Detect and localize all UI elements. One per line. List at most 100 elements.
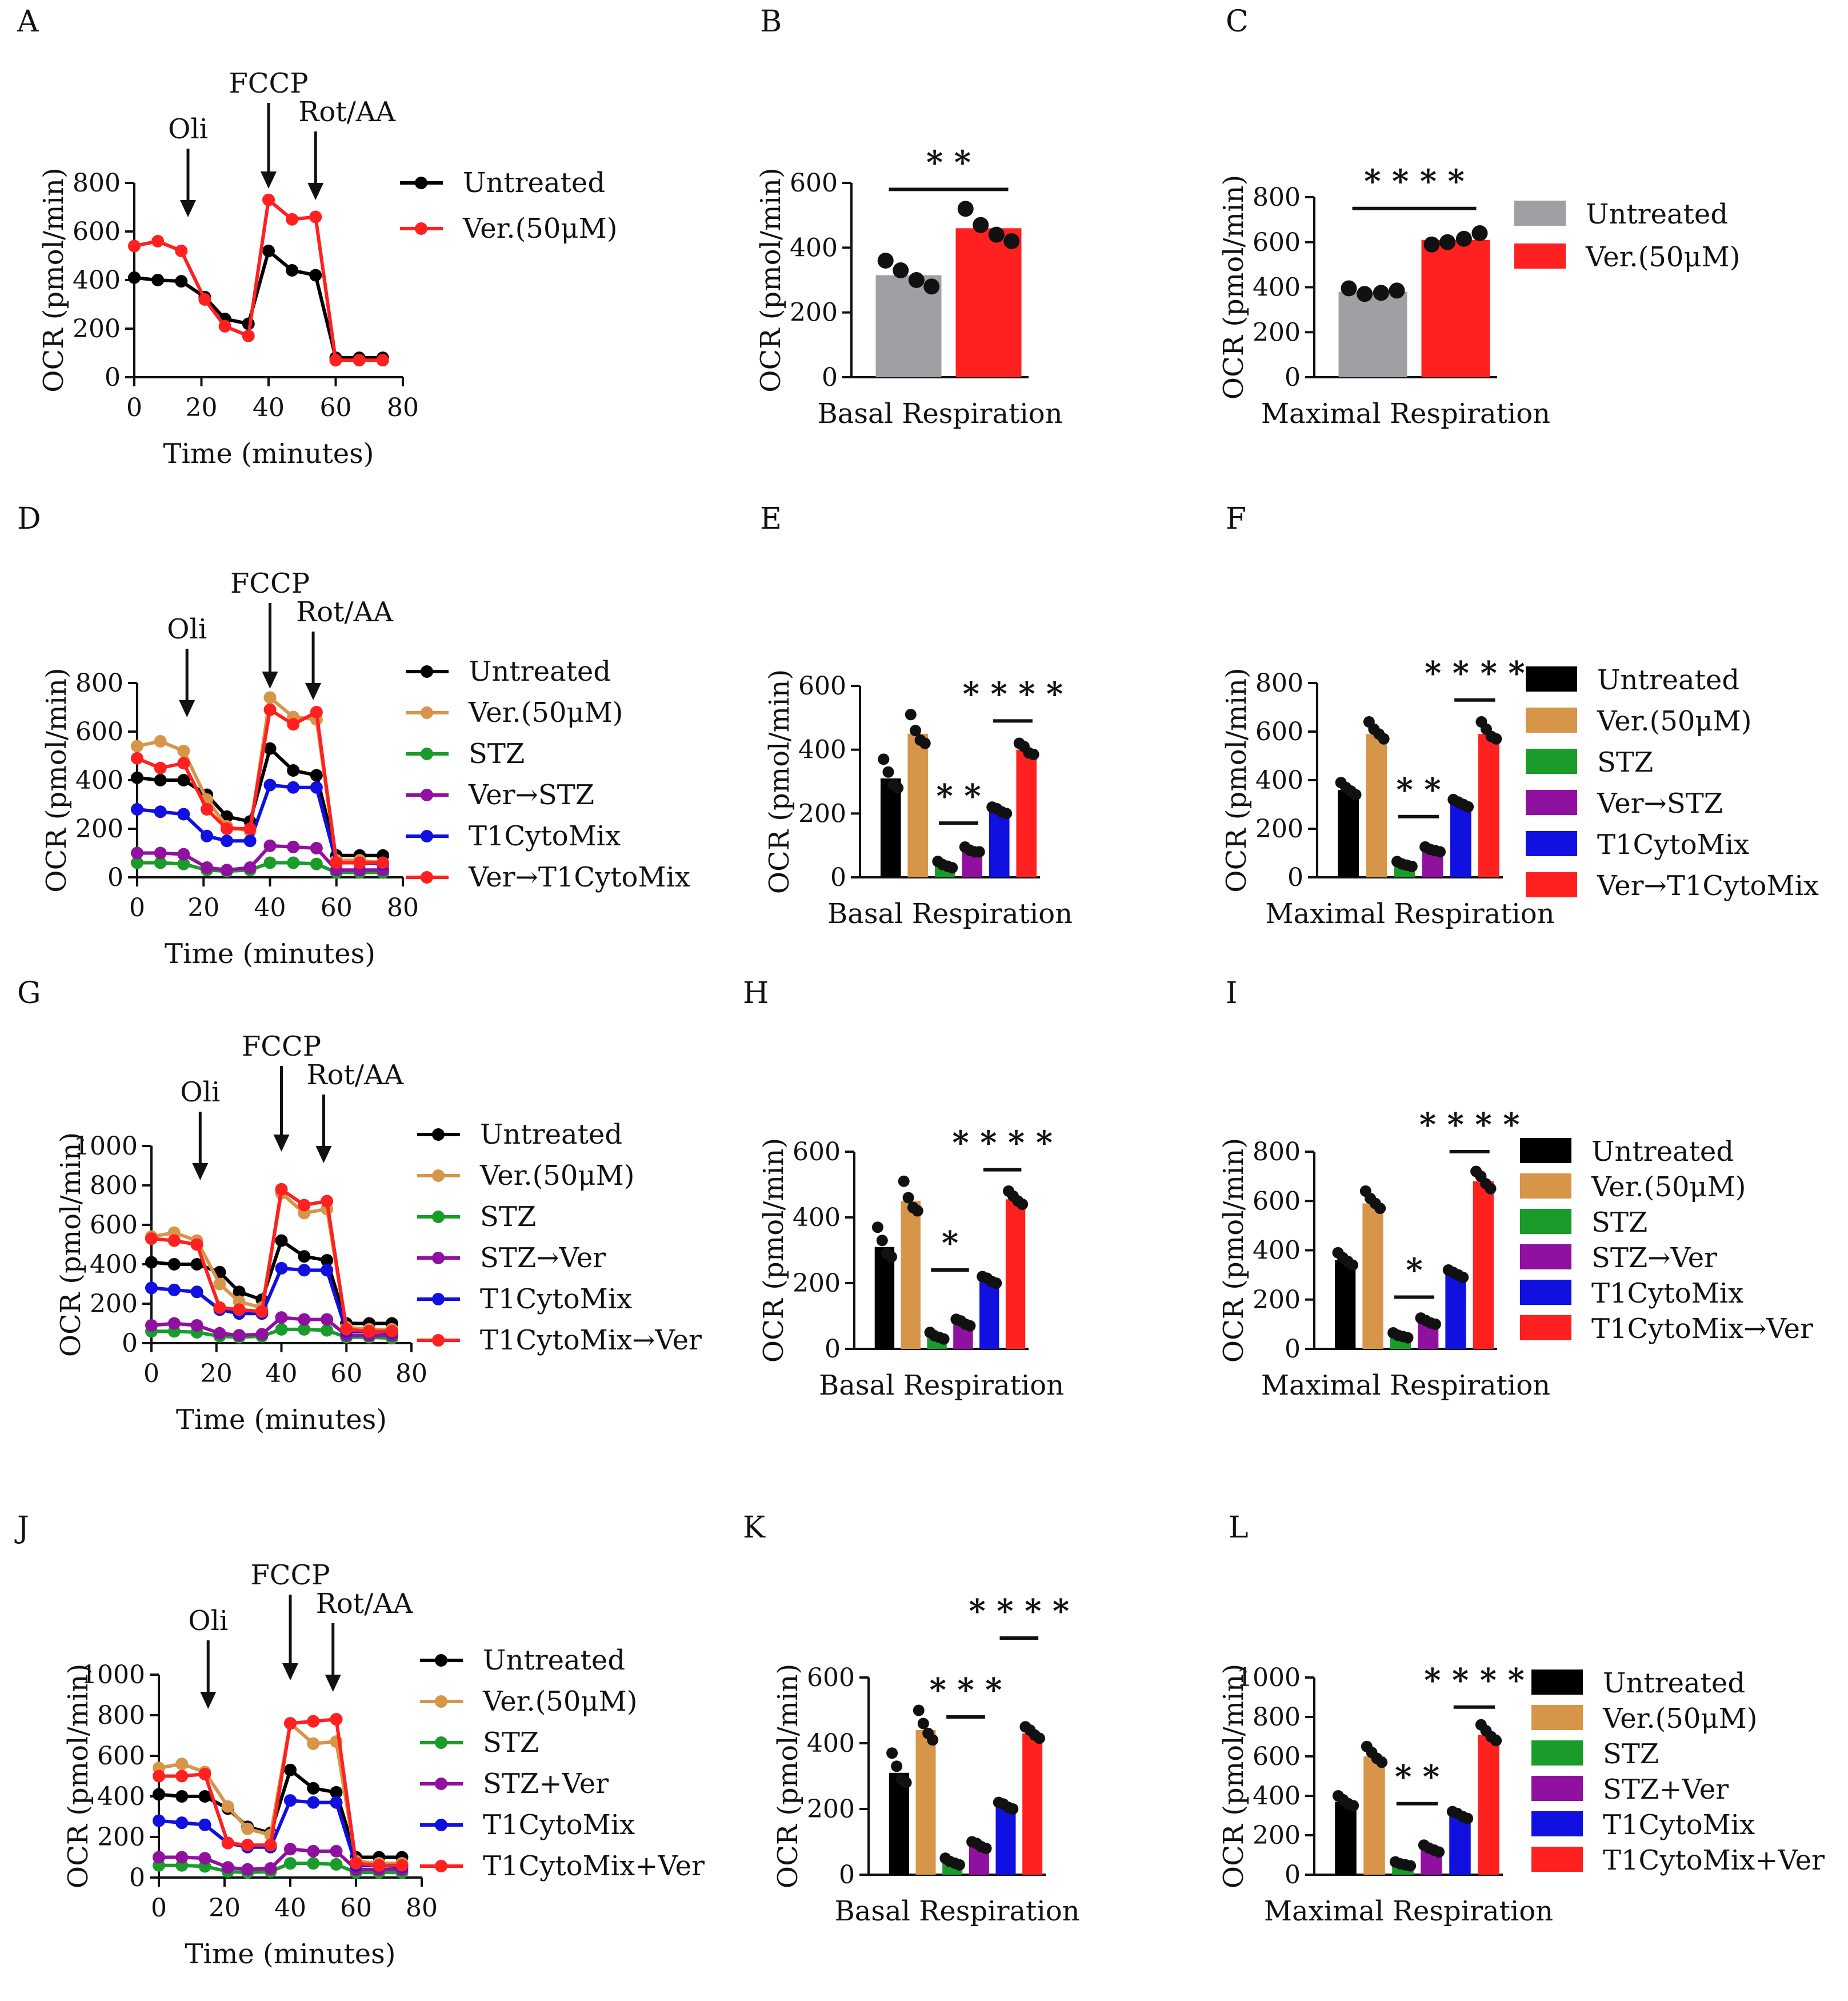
data-point xyxy=(321,1195,334,1208)
replicate-dot xyxy=(1406,860,1418,872)
legend-swatch xyxy=(1526,666,1577,692)
x-tick-label: 60 xyxy=(330,1359,362,1388)
treatment-label: FCCP xyxy=(250,1559,330,1591)
data-point xyxy=(275,1183,288,1196)
replicate-dot xyxy=(1003,233,1020,249)
data-point xyxy=(131,752,143,765)
y-tick-label: 200 xyxy=(793,1269,841,1298)
legend-swatch-dot xyxy=(421,830,433,842)
x-tick-label: 40 xyxy=(266,1359,298,1388)
y-tick-label: 600 xyxy=(73,217,121,246)
data-point xyxy=(263,703,277,716)
y-axis-label: OCR (pmol/min) xyxy=(763,669,795,894)
legend-swatch-dot xyxy=(432,1128,445,1141)
replicate-dot xyxy=(957,201,974,217)
treatment-arrowhead xyxy=(273,1135,290,1152)
y-tick-label: 1000 xyxy=(1237,1663,1301,1692)
x-tick-label: 20 xyxy=(201,1359,233,1388)
replicate-dot xyxy=(893,262,909,278)
y-tick-label: 800 xyxy=(73,169,121,198)
y-axis-label: OCR (pmol/min) xyxy=(38,167,70,392)
legend-swatch xyxy=(1531,1740,1583,1766)
data-point xyxy=(310,857,323,870)
data-point xyxy=(220,864,233,877)
x-axis-label: Basal Respiration xyxy=(817,398,1062,430)
bar xyxy=(979,1280,999,1349)
data-point xyxy=(131,771,143,784)
legend-swatch xyxy=(1526,749,1577,774)
bar xyxy=(1449,1815,1471,1875)
bar xyxy=(1362,1203,1383,1349)
treatment-label: FCCP xyxy=(230,568,310,600)
data-point xyxy=(373,1859,386,1872)
data-point xyxy=(175,1758,189,1771)
y-tick-label: 600 xyxy=(793,1137,841,1167)
replicate-dot xyxy=(973,846,985,858)
data-point xyxy=(263,691,277,704)
significance-label: * xyxy=(1406,1251,1422,1289)
data-point xyxy=(310,842,323,854)
data-point xyxy=(298,1199,311,1212)
data-point xyxy=(175,275,188,288)
replicate-dot xyxy=(1405,1860,1417,1872)
treatment-arrowhead xyxy=(192,1163,209,1180)
y-tick-label: 0 xyxy=(825,1335,841,1364)
data-point xyxy=(213,1327,226,1340)
data-point xyxy=(307,1715,320,1728)
data-point xyxy=(175,1851,189,1864)
data-point xyxy=(201,803,214,816)
y-tick-label: 800 xyxy=(1253,1137,1301,1167)
legend-swatch xyxy=(1531,1705,1583,1730)
legend-label: Ver.(50μM) xyxy=(462,213,617,245)
bar xyxy=(1421,239,1490,377)
replicate-dot xyxy=(1455,230,1472,247)
legend-label: Untreated xyxy=(1591,1136,1734,1168)
data-point xyxy=(321,1313,334,1326)
panel-letter: I xyxy=(1226,976,1238,1011)
significance-label: * * * * xyxy=(963,675,1063,713)
data-point xyxy=(218,319,231,333)
legend-label: STZ xyxy=(469,738,525,770)
panel-letter: A xyxy=(17,5,39,39)
data-point xyxy=(220,822,233,835)
legend-swatch-dot xyxy=(435,1654,447,1667)
legend-swatch-dot xyxy=(432,1252,445,1264)
legend-swatch-dot xyxy=(432,1169,445,1182)
y-tick-label: 0 xyxy=(1287,863,1303,892)
y-tick-label: 0 xyxy=(1285,1335,1301,1364)
legend-swatch xyxy=(1526,790,1577,815)
replicate-dot xyxy=(919,737,931,749)
legend-label: Ver→STZ xyxy=(468,779,594,811)
legend-label: STZ xyxy=(1591,1207,1647,1239)
replicate-dot xyxy=(953,1859,965,1871)
y-tick-label: 400 xyxy=(1253,1236,1301,1265)
legend-label: STZ xyxy=(1597,746,1653,778)
legend-label: STZ+Ver xyxy=(483,1768,609,1800)
panel-letter: L xyxy=(1229,1511,1249,1545)
treatment-label: FCCP xyxy=(242,1031,321,1063)
bar xyxy=(915,1730,936,1875)
panel-letter: H xyxy=(743,976,769,1011)
y-tick-label: 400 xyxy=(1253,273,1301,302)
data-point xyxy=(321,1324,334,1337)
data-point xyxy=(263,778,277,792)
treatment-arrowhead xyxy=(262,672,278,689)
bar xyxy=(955,228,1022,377)
data-point xyxy=(233,1285,246,1299)
data-point xyxy=(262,245,275,257)
legend-swatch xyxy=(1520,1209,1571,1234)
data-point xyxy=(309,210,322,223)
legend-label: Untreated xyxy=(469,656,611,688)
bar xyxy=(1022,1733,1043,1875)
data-point xyxy=(153,1851,165,1864)
significance-label: * * xyxy=(1395,1758,1439,1796)
legend-swatch xyxy=(1520,1138,1571,1163)
data-point xyxy=(190,1319,203,1332)
treatment-arrowhead xyxy=(180,200,196,217)
significance-label: * * xyxy=(936,777,981,815)
y-tick-label: 0 xyxy=(1285,1860,1301,1890)
y-tick-label: 400 xyxy=(73,266,121,295)
